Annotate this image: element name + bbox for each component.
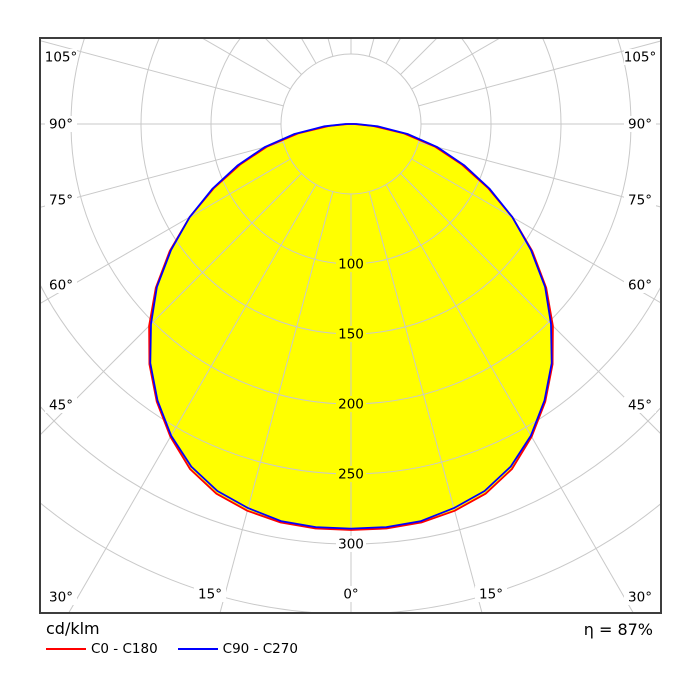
curve-c90-c270: [149, 123, 553, 530]
grid-spoke: [368, 38, 375, 57]
angle-label-left-60°-bg: [45, 277, 77, 293]
angle-label-left-75°: 75°: [49, 193, 73, 209]
radial-tick-150: 150: [338, 327, 364, 343]
radial-tick-300: 300: [338, 537, 364, 553]
grid-spoke: [327, 38, 334, 57]
legend: cd/klm C0 - C180 C90 - C270: [46, 620, 318, 657]
angle-label-right-45°: 45°: [628, 398, 652, 414]
angle-label-right-90°: 90°: [628, 117, 652, 133]
radial-tick-100-bg: [336, 256, 366, 272]
angle-label-right-30°-bg: [624, 589, 656, 605]
angle-label-right-30°: 30°: [628, 590, 652, 606]
legend-line-c90-c270: [177, 648, 218, 650]
radial-tick-100: 100: [338, 257, 364, 273]
angle-label-right-90°-bg: [624, 116, 656, 132]
grid-spoke: [385, 184, 634, 613]
legend-unit-label: cd/klm: [46, 619, 100, 638]
angle-label-left-105°-bg: [45, 49, 77, 65]
grid-spoke: [219, 191, 334, 613]
angle-label-left-30°-bg: [45, 589, 77, 605]
angle-label-right-105°-bg: [624, 49, 656, 65]
grid-spoke: [418, 141, 661, 208]
radial-tick-300-bg: [336, 536, 366, 552]
angle-label-bottom-0°: 0°: [343, 587, 358, 603]
angle-label-right-75°-bg: [624, 192, 656, 208]
legend-row: C0 - C180 C90 - C270: [46, 641, 318, 657]
angle-label-bottom-15°: 15°: [198, 587, 222, 603]
radial-tick-200-bg: [336, 396, 366, 412]
legend-label-c0-c180: C0 - C180: [91, 641, 158, 657]
grid-spoke: [418, 40, 661, 107]
angle-label-left-30°: 30°: [49, 590, 73, 606]
angle-label-left-45°: 45°: [49, 398, 73, 414]
grid-spoke: [400, 173, 661, 435]
angle-label-right-60°-bg: [624, 277, 656, 293]
grid-spoke: [40, 141, 284, 208]
grid-spoke: [40, 173, 302, 436]
radial-tick-150-bg: [336, 326, 366, 342]
plot-labels: 100 150 200 250 300 105° 90° 75° 60° 45° 30° 105° 90…: [45, 49, 657, 606]
grid-spoke: [40, 158, 291, 305]
angle-label-right-45°-bg: [624, 397, 656, 413]
angle-label-left-60°: 60°: [49, 278, 73, 294]
grid-spoke: [411, 158, 661, 304]
angle-label-left-90°-bg: [45, 116, 77, 132]
radial-tick-200: 200: [338, 397, 364, 413]
radial-tick-250: 250: [338, 467, 364, 483]
angle-label-left-90°: 90°: [49, 117, 73, 133]
plot-frame: [39, 37, 662, 614]
angle-label-bottom-15°-bg: [194, 586, 226, 602]
angle-label-bottom-15°-bg: [475, 586, 507, 602]
efficiency-label: η = 87%: [583, 620, 653, 639]
angle-label-right-75°: 75°: [628, 193, 652, 209]
angle-label-left-45°-bg: [45, 397, 77, 413]
angle-label-bottom-0°-bg: [335, 586, 367, 602]
legend-line-c0-c180: [46, 648, 86, 650]
grid-spoke: [68, 184, 317, 613]
angle-label-right-105°: 105°: [624, 50, 657, 66]
angle-label-left-105°: 105°: [45, 50, 78, 66]
grid-spoke: [368, 191, 483, 613]
angle-label-left-75°-bg: [45, 192, 77, 208]
grid-spoke: [40, 40, 284, 107]
legend-label-c90-c270: C90 - C270: [222, 641, 298, 657]
angle-label-bottom-15°: 15°: [479, 587, 503, 603]
radial-tick-250-bg: [336, 466, 366, 482]
angle-label-right-60°: 60°: [628, 278, 652, 294]
grid-spoke: [201, 38, 291, 90]
